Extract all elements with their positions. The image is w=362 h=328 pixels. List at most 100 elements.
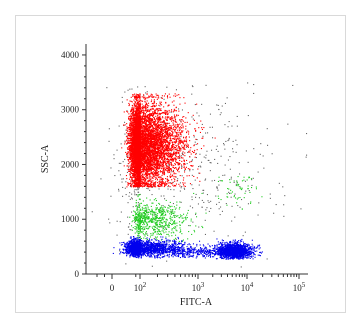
data-point (149, 245, 151, 247)
data-point (162, 211, 164, 213)
data-point (146, 245, 148, 247)
data-point (132, 246, 134, 248)
data-point (128, 243, 130, 245)
data-point (217, 247, 219, 249)
data-point (202, 189, 204, 191)
data-point (154, 229, 156, 231)
data-point (231, 247, 233, 249)
data-point (172, 240, 174, 242)
data-point (163, 232, 165, 234)
data-point (234, 253, 236, 255)
data-point (156, 135, 158, 137)
data-point (236, 198, 238, 200)
data-point (180, 249, 182, 251)
data-point (239, 248, 241, 250)
data-point (239, 255, 241, 257)
data-point (244, 192, 246, 194)
data-point (170, 182, 172, 184)
data-point (222, 248, 224, 250)
data-point (215, 247, 217, 249)
data-point (202, 244, 204, 246)
data-point (155, 223, 157, 225)
data-point (164, 243, 166, 245)
data-point (144, 214, 146, 216)
data-point (136, 248, 138, 250)
data-point (158, 244, 160, 246)
data-point (201, 123, 203, 125)
data-point (267, 144, 269, 146)
data-point (141, 213, 143, 215)
data-point (241, 238, 243, 240)
data-point (155, 237, 157, 239)
data-point (237, 184, 239, 186)
data-point (234, 245, 236, 247)
data-point (162, 226, 164, 228)
data-point (205, 84, 207, 86)
data-point (236, 242, 238, 244)
data-point (164, 229, 166, 231)
data-point (183, 187, 185, 189)
data-point (173, 227, 175, 229)
data-point (161, 214, 163, 216)
data-point (158, 242, 160, 244)
data-point (161, 226, 163, 228)
data-point (171, 254, 173, 256)
data-point (137, 86, 139, 88)
data-point (163, 245, 165, 247)
data-point (141, 220, 143, 222)
data-point (162, 227, 164, 229)
data-point (150, 254, 152, 256)
data-point (178, 243, 180, 245)
data-point (202, 227, 204, 229)
data-point (214, 250, 216, 252)
data-point (159, 212, 161, 214)
data-point (192, 188, 194, 190)
data-point (153, 247, 155, 249)
data-point (170, 111, 172, 113)
data-point (140, 202, 142, 204)
data-point (121, 96, 123, 98)
data-point (141, 241, 143, 243)
data-point (163, 209, 165, 211)
data-point (133, 247, 135, 249)
data-point (139, 225, 141, 227)
data-point (247, 115, 249, 117)
data-point (190, 246, 192, 248)
data-point (182, 248, 184, 250)
data-point (238, 162, 240, 164)
data-point (129, 244, 131, 246)
data-point (257, 214, 259, 216)
data-point (172, 219, 174, 221)
data-point (141, 248, 143, 250)
data-point (247, 247, 249, 249)
data-point (196, 245, 198, 247)
data-point (138, 254, 140, 256)
data-point (152, 216, 154, 218)
data-point (211, 126, 213, 128)
data-point (235, 183, 237, 185)
data-point (243, 176, 245, 178)
data-point (230, 192, 232, 194)
data-point (227, 258, 229, 260)
data-point (182, 244, 184, 246)
data-point (139, 199, 141, 201)
data-point (248, 244, 250, 246)
data-point (250, 201, 252, 203)
data-point (168, 222, 170, 224)
data-point (141, 246, 143, 248)
data-point (223, 254, 225, 256)
data-point (144, 247, 146, 249)
data-point (237, 205, 239, 207)
data-point (173, 221, 175, 223)
data-point (137, 251, 139, 253)
data-point (133, 190, 135, 192)
data-point (194, 141, 196, 143)
data-point (221, 248, 223, 250)
data-point (218, 197, 220, 199)
data-point (236, 252, 238, 254)
data-point (231, 253, 233, 255)
data-point (179, 247, 181, 249)
data-point (162, 256, 164, 258)
data-point (227, 254, 229, 256)
data-point (146, 208, 148, 210)
